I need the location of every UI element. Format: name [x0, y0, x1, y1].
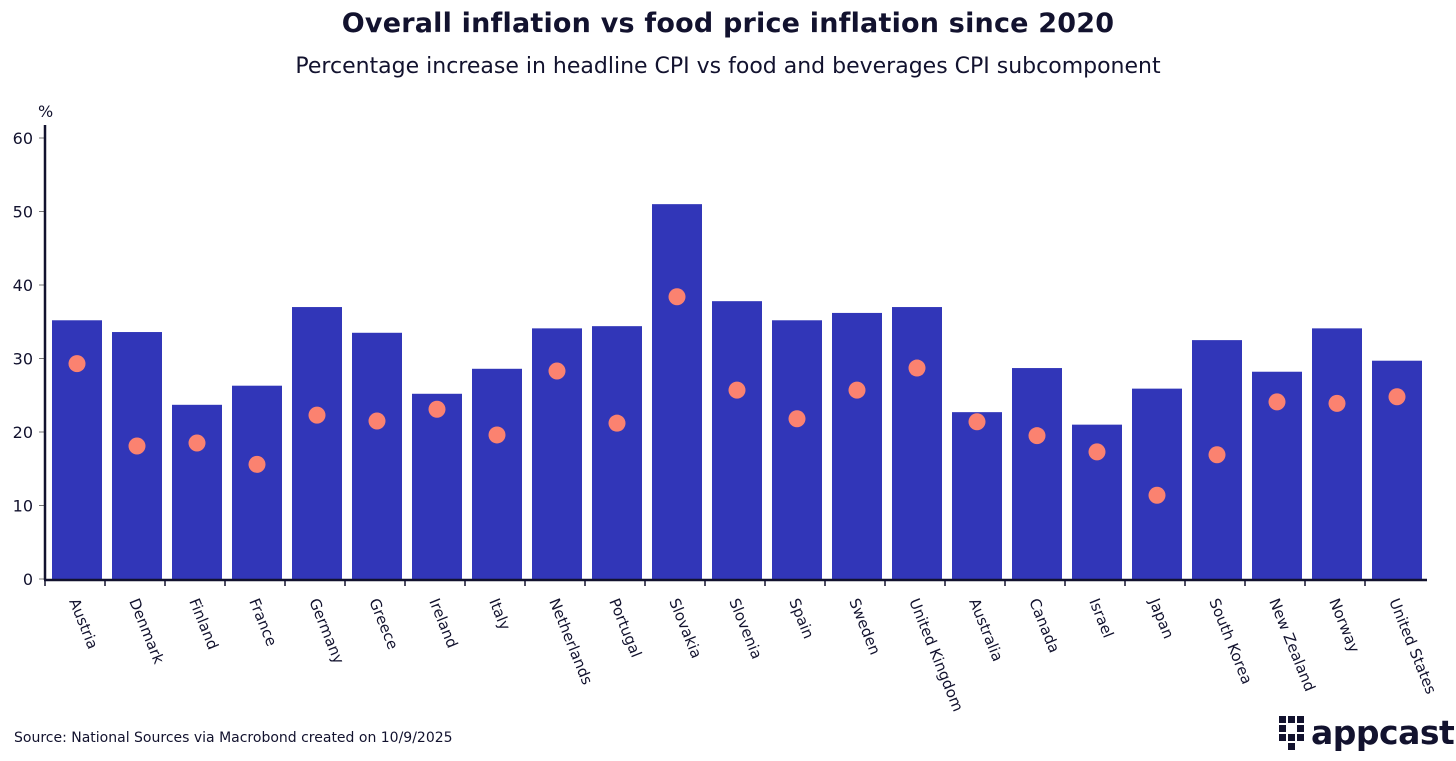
dot-spain — [788, 410, 806, 428]
dot-france — [248, 455, 266, 473]
bar-united-kingdom — [892, 307, 942, 579]
x-tick-label: Canada — [1025, 596, 1063, 656]
bar-sweden — [832, 312, 882, 579]
dot-norway — [1328, 394, 1346, 412]
source-note: Source: National Sources via Macrobond c… — [14, 730, 453, 746]
x-tick-label: Spain — [785, 596, 817, 642]
bar-ireland — [412, 393, 462, 579]
x-tick-label: Japan — [1145, 595, 1178, 641]
x-tick-label: Norway — [1325, 596, 1363, 656]
dot-australia — [968, 413, 986, 431]
x-tick-label: Slovenia — [725, 596, 766, 662]
bar-italy — [472, 368, 522, 579]
x-tick-label: New Zealand — [1265, 596, 1319, 694]
bar-portugal — [592, 326, 642, 579]
x-tick-label: Italy — [485, 596, 514, 633]
y-tick-label: 40 — [13, 276, 33, 295]
y-tick-label: 30 — [13, 350, 33, 369]
dot-slovakia — [668, 288, 686, 306]
dot-united-kingdom — [908, 359, 926, 377]
x-tick-label: Denmark — [125, 596, 168, 667]
bar-slovenia — [712, 301, 762, 579]
x-tick-label: Israel — [1085, 596, 1117, 641]
dot-finland — [188, 434, 206, 452]
chart-subtitle: Percentage increase in headline CPI vs f… — [295, 54, 1161, 79]
appcast-logo: appcast — [1279, 713, 1455, 752]
x-tick-label: France — [245, 596, 280, 649]
y-tick-label: 20 — [13, 423, 33, 442]
bar-australia — [952, 412, 1002, 579]
y-tick-label: 0 — [23, 570, 33, 589]
bar-france — [232, 385, 282, 579]
dot-italy — [488, 426, 506, 444]
dot-slovenia — [728, 381, 746, 399]
y-tick-label: 50 — [13, 203, 33, 222]
logo-mark-icon — [1279, 715, 1304, 750]
x-tick-label: Sweden — [845, 596, 884, 658]
bar-finland — [172, 404, 222, 579]
bar-denmark — [112, 332, 162, 579]
y-tick-label: 10 — [13, 497, 33, 516]
dot-austria — [68, 355, 86, 373]
bar-spain — [772, 320, 822, 579]
y-tick-label: 60 — [13, 129, 33, 148]
x-tick-label: Finland — [185, 596, 222, 652]
bar-germany — [292, 307, 342, 579]
dot-denmark — [128, 437, 146, 455]
bar-greece — [352, 332, 402, 579]
x-tick-label: Austria — [65, 596, 102, 652]
x-tick-label: Netherlands — [545, 596, 596, 688]
bar-canada — [1012, 368, 1062, 579]
x-tick-label: Greece — [365, 596, 402, 652]
bar-japan — [1132, 388, 1182, 579]
dot-new-zealand — [1268, 393, 1286, 411]
x-tick-label: Portugal — [605, 596, 645, 660]
dot-ireland — [428, 400, 446, 418]
dot-canada — [1028, 427, 1046, 445]
dot-japan — [1148, 486, 1166, 504]
x-tick-label: South Korea — [1205, 596, 1256, 687]
dot-israel — [1088, 443, 1106, 461]
x-tick-label: Slovakia — [665, 596, 705, 661]
chart-title: Overall inflation vs food price inflatio… — [341, 8, 1115, 39]
y-axis-label: % — [38, 102, 53, 121]
dot-sweden — [848, 381, 866, 399]
x-tick-label: United Kingdom — [905, 596, 967, 714]
x-tick-label: Australia — [965, 596, 1007, 664]
dot-united-states — [1388, 388, 1406, 406]
dot-portugal — [608, 414, 626, 432]
dot-germany — [308, 406, 326, 424]
dot-south-korea — [1208, 446, 1226, 464]
x-tick-label: United States — [1385, 596, 1440, 697]
x-tick-label: Ireland — [425, 596, 461, 651]
x-tick-label: Germany — [305, 596, 348, 667]
logo-text: appcast — [1311, 713, 1455, 752]
bar-slovakia — [652, 204, 702, 579]
dot-netherlands — [548, 362, 566, 380]
bar-norway — [1312, 328, 1362, 579]
dot-greece — [368, 412, 386, 430]
